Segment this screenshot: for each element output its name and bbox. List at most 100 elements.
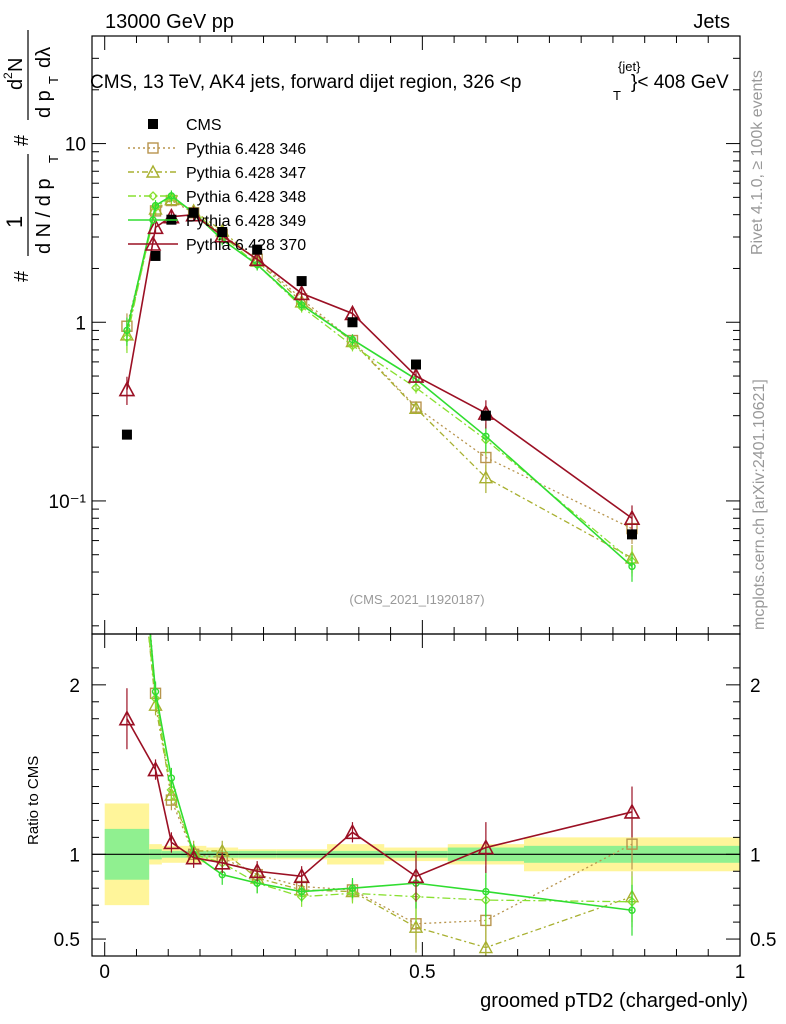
data-point (151, 201, 160, 210)
ratio-point (163, 833, 180, 850)
ylabel-dpT: d p (33, 90, 55, 118)
data-point (297, 301, 306, 309)
cms-data-point (217, 226, 228, 237)
legend: CMS Pythia 6.428 346 Pythia 6.428 347 Pythi… (128, 117, 306, 254)
legend-label-p348: Pythia 6.428 348 (186, 189, 306, 206)
legend-label-p370: Pythia 6.428 370 (186, 237, 306, 254)
ratio-point (213, 854, 231, 870)
legend-label-p347: Pythia 6.428 347 (186, 165, 306, 182)
x-tick-label: 0 (99, 962, 110, 983)
ylabel-T2: T (46, 76, 61, 84)
ratio-point (248, 862, 266, 879)
ratio-panel: 0.5 0.51 12 20 0.5 1 (54, 408, 776, 983)
ratio-point (407, 867, 425, 884)
data-point (167, 192, 176, 200)
data-point (623, 509, 641, 526)
ratio-series-p347 (121, 408, 640, 956)
title-main: CMS, 13 TeV, AK4 jets, forward dijet reg… (90, 72, 521, 93)
cms-data-point (296, 276, 307, 287)
y-axis-label: # 1 d N / d p T # d 2 N d p T dλ (1, 30, 61, 282)
data-point (408, 400, 424, 414)
cms-data-point (347, 317, 358, 328)
ratio-series-p370 (118, 688, 641, 902)
watermark: (CMS_2021_I1920187) (349, 592, 484, 607)
ratio-frame (91, 633, 741, 957)
ratio-series-p349 (149, 634, 636, 936)
cms-data-point (627, 529, 637, 540)
cms-data-point (188, 207, 199, 218)
ratio-line (147, 634, 633, 949)
cms-data-point (150, 250, 161, 261)
ratio-point (482, 887, 490, 896)
ratio-point (147, 760, 164, 777)
data-point (123, 326, 131, 335)
ratio-y-tick-label-right: 1 (750, 845, 761, 866)
title-sup: {jet} (618, 59, 641, 74)
header-right: Jets (693, 11, 730, 33)
legend-marker-p370 (144, 235, 162, 251)
data-point (293, 284, 310, 301)
ratio-point (118, 710, 136, 726)
x-tick-label: 0.5 (409, 962, 435, 983)
ylabel-two: 2 (1, 72, 15, 79)
legend-marker-p348 (148, 191, 158, 201)
ratio-point (297, 887, 306, 896)
ratio-point (348, 884, 357, 892)
y-tick-label: 10 (65, 135, 86, 156)
ratio-point (477, 838, 495, 855)
ratio-point (408, 919, 424, 933)
ratio-y-tick-label-left: 1 (69, 845, 80, 866)
data-point (147, 218, 164, 235)
title-end: }< 408 GeV (631, 72, 729, 93)
data-point (118, 380, 136, 397)
cms-data-point (411, 359, 421, 370)
data-point (411, 382, 421, 393)
ratio-point (293, 867, 310, 884)
ylabel-d2N-d: d (5, 79, 27, 90)
legend-marker-p349 (149, 216, 157, 224)
ratio-y-tick-label-left: 2 (69, 676, 80, 697)
y-tick-label: 1 (75, 313, 86, 334)
legend-label-p346: Pythia 6.428 346 (186, 141, 306, 158)
ylabel-hash1: # (11, 270, 33, 282)
ratio-series (118, 408, 641, 956)
data-point (347, 340, 358, 351)
ratio-axis-ticks: 0.5 0.51 12 20 0.5 1 (54, 634, 776, 983)
ratio-point (628, 906, 636, 914)
ylabel-N: N (5, 58, 27, 72)
ylabel-one: 1 (2, 216, 27, 228)
data-point (348, 335, 357, 344)
ylabel-dN: d N / d p (33, 178, 55, 254)
ylabel-T1: T (46, 155, 61, 163)
cms-data-point (480, 410, 491, 421)
legend-marker-cms (148, 119, 158, 129)
title-sub: T (613, 88, 621, 103)
ratio-point (623, 803, 641, 819)
ratio-line (149, 634, 633, 925)
ratio-y-label: Ratio to CMS (25, 756, 42, 845)
ratio-point (121, 408, 133, 419)
side-text-lower: mcplots.cern.ch [arXiv:2401.10621] (751, 379, 768, 630)
side-text-upper: Rivet 4.1.0, ≥ 100k events (749, 70, 766, 255)
data-point (482, 432, 490, 440)
data-point (628, 562, 636, 571)
x-tick-label: 1 (735, 962, 746, 983)
data-point (478, 470, 494, 484)
main-series-cms (121, 207, 637, 540)
legend-label-p349: Pythia 6.428 349 (186, 213, 306, 230)
main-axis-ticks: 10⁻¹ 1 10 (49, 35, 741, 634)
plot-title: CMS, 13 TeV, AK4 jets, forward dijet reg… (90, 59, 729, 103)
data-point (248, 250, 266, 267)
ratio-point (167, 774, 176, 782)
legend-label-cms: CMS (186, 117, 222, 134)
ratio-y-tick-label-left: 0.5 (54, 930, 80, 951)
ratio-y-tick-label-right: 2 (750, 676, 761, 697)
ratio-point (150, 693, 161, 704)
ratio-point (626, 838, 638, 850)
data-point (407, 367, 425, 383)
cms-data-point (121, 429, 132, 440)
ratio-point (344, 823, 361, 840)
cms-data-point (252, 244, 263, 255)
legend-marker-p346 (147, 142, 159, 154)
